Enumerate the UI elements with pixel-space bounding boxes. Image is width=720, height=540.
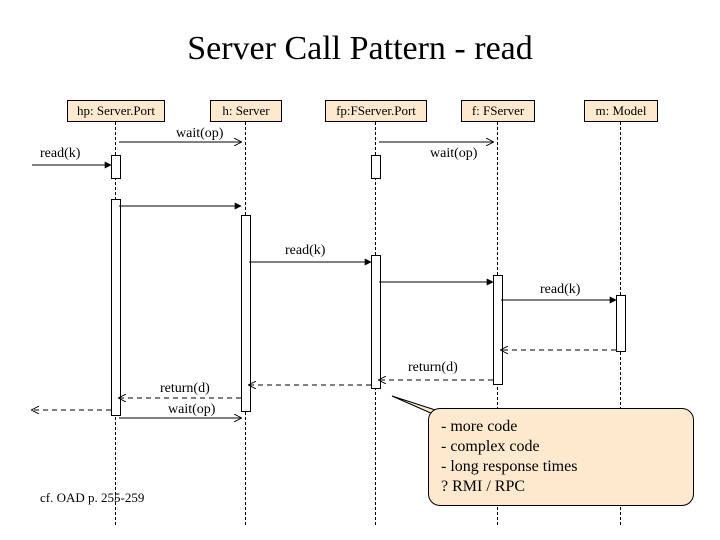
activation-2 bbox=[241, 215, 251, 412]
activation-1 bbox=[111, 199, 121, 416]
activation-3 bbox=[371, 155, 381, 179]
lifeline-box-m: m: Model bbox=[584, 100, 658, 122]
callout-note: - more code- complex code- long response… bbox=[428, 408, 694, 506]
message-label: read(k) bbox=[540, 282, 580, 298]
diagram-title: Server Call Pattern - read bbox=[0, 30, 720, 68]
callout-line: ? RMI / RPC bbox=[441, 477, 681, 497]
callout-line: - long response times bbox=[441, 457, 681, 477]
lifeline-box-hp: hp: Server.Port bbox=[67, 100, 165, 122]
message-label: wait(op) bbox=[168, 402, 215, 418]
callout-line: - complex code bbox=[441, 437, 681, 457]
activation-5 bbox=[493, 275, 503, 385]
activation-6 bbox=[616, 295, 626, 352]
message-label: wait(op) bbox=[430, 146, 477, 162]
callout-line: - more code bbox=[441, 417, 681, 437]
message-label: wait(op) bbox=[176, 126, 223, 142]
footer-ref: cf. OAD p. 255-259 bbox=[40, 490, 144, 506]
activation-4 bbox=[371, 255, 381, 389]
lifeline-box-h: h: Server bbox=[210, 100, 282, 122]
message-label: read(k) bbox=[40, 146, 80, 162]
lifeline-box-fp: fp:FServer.Port bbox=[325, 100, 427, 122]
message-label: return(d) bbox=[408, 360, 458, 376]
message-label: return(d) bbox=[160, 381, 210, 397]
activation-0 bbox=[111, 155, 121, 179]
lifeline-box-f: f: FServer bbox=[461, 100, 535, 122]
message-label: read(k) bbox=[285, 243, 325, 259]
